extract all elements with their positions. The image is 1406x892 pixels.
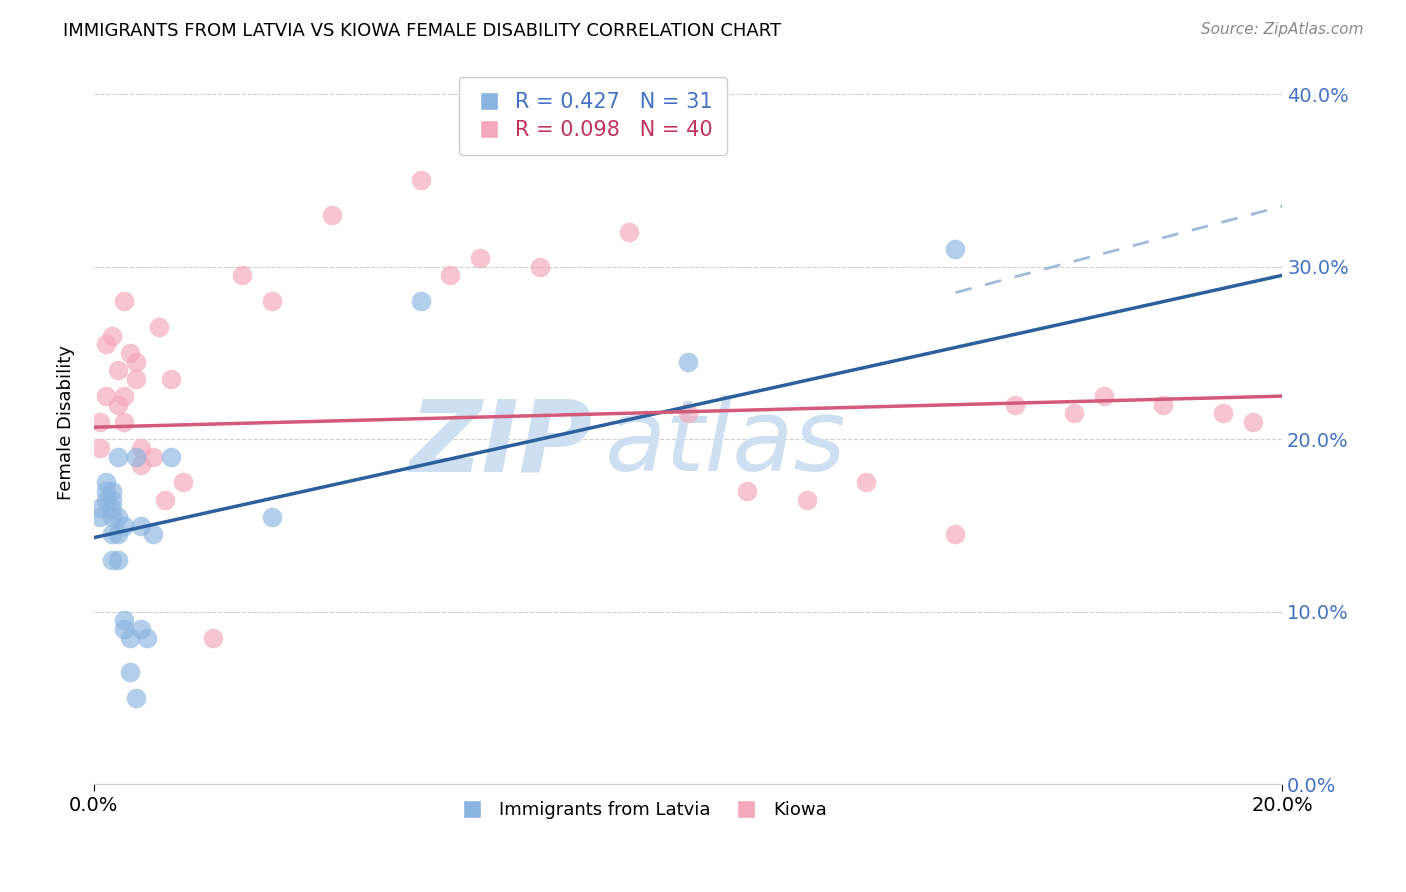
Point — [160, 372, 183, 386]
Point — [231, 268, 253, 283]
Point — [100, 328, 122, 343]
Point — [107, 398, 129, 412]
Point — [409, 294, 432, 309]
Point — [107, 510, 129, 524]
Point — [945, 527, 967, 541]
Point — [89, 501, 111, 516]
Point — [112, 622, 135, 636]
Point — [468, 251, 491, 265]
Text: IMMIGRANTS FROM LATVIA VS KIOWA FEMALE DISABILITY CORRELATION CHART: IMMIGRANTS FROM LATVIA VS KIOWA FEMALE D… — [63, 22, 782, 40]
Point — [100, 510, 122, 524]
Point — [262, 294, 284, 309]
Point — [94, 389, 117, 403]
Point — [142, 450, 165, 464]
Text: Source: ZipAtlas.com: Source: ZipAtlas.com — [1201, 22, 1364, 37]
Point — [131, 441, 153, 455]
Point — [737, 483, 759, 498]
Point — [112, 518, 135, 533]
Point — [89, 441, 111, 455]
Point — [100, 527, 122, 541]
Point — [796, 492, 818, 507]
Point — [107, 363, 129, 377]
Point — [112, 389, 135, 403]
Point — [112, 415, 135, 429]
Point — [262, 510, 284, 524]
Point — [94, 492, 117, 507]
Point — [94, 483, 117, 498]
Point — [100, 501, 122, 516]
Point — [155, 492, 177, 507]
Point — [148, 320, 170, 334]
Point — [89, 415, 111, 429]
Point — [131, 458, 153, 472]
Point — [94, 475, 117, 490]
Point — [1241, 415, 1264, 429]
Point — [107, 553, 129, 567]
Point — [142, 527, 165, 541]
Point — [131, 518, 153, 533]
Point — [89, 510, 111, 524]
Text: atlas: atlas — [605, 395, 846, 492]
Point — [107, 450, 129, 464]
Point — [124, 372, 146, 386]
Point — [201, 631, 224, 645]
Point — [118, 665, 141, 680]
Point — [160, 450, 183, 464]
Point — [676, 406, 699, 420]
Point — [529, 260, 551, 274]
Point — [100, 483, 122, 498]
Point — [124, 691, 146, 706]
Point — [100, 492, 122, 507]
Point — [118, 631, 141, 645]
Point — [94, 337, 117, 351]
Point — [100, 553, 122, 567]
Point — [1092, 389, 1115, 403]
Point — [409, 173, 432, 187]
Y-axis label: Female Disability: Female Disability — [58, 344, 75, 500]
Point — [676, 354, 699, 368]
Point — [112, 614, 135, 628]
Point — [124, 450, 146, 464]
Point — [1063, 406, 1085, 420]
Point — [124, 354, 146, 368]
Point — [112, 294, 135, 309]
Point — [136, 631, 159, 645]
Point — [1152, 398, 1174, 412]
Point — [131, 622, 153, 636]
Legend: Immigrants from Latvia, Kiowa: Immigrants from Latvia, Kiowa — [447, 794, 835, 826]
Point — [1004, 398, 1026, 412]
Point — [118, 346, 141, 360]
Point — [107, 527, 129, 541]
Point — [617, 225, 640, 239]
Point — [439, 268, 461, 283]
Point — [172, 475, 194, 490]
Point — [855, 475, 877, 490]
Point — [1212, 406, 1234, 420]
Text: ZIP: ZIP — [411, 395, 593, 492]
Point — [945, 243, 967, 257]
Point — [321, 208, 343, 222]
